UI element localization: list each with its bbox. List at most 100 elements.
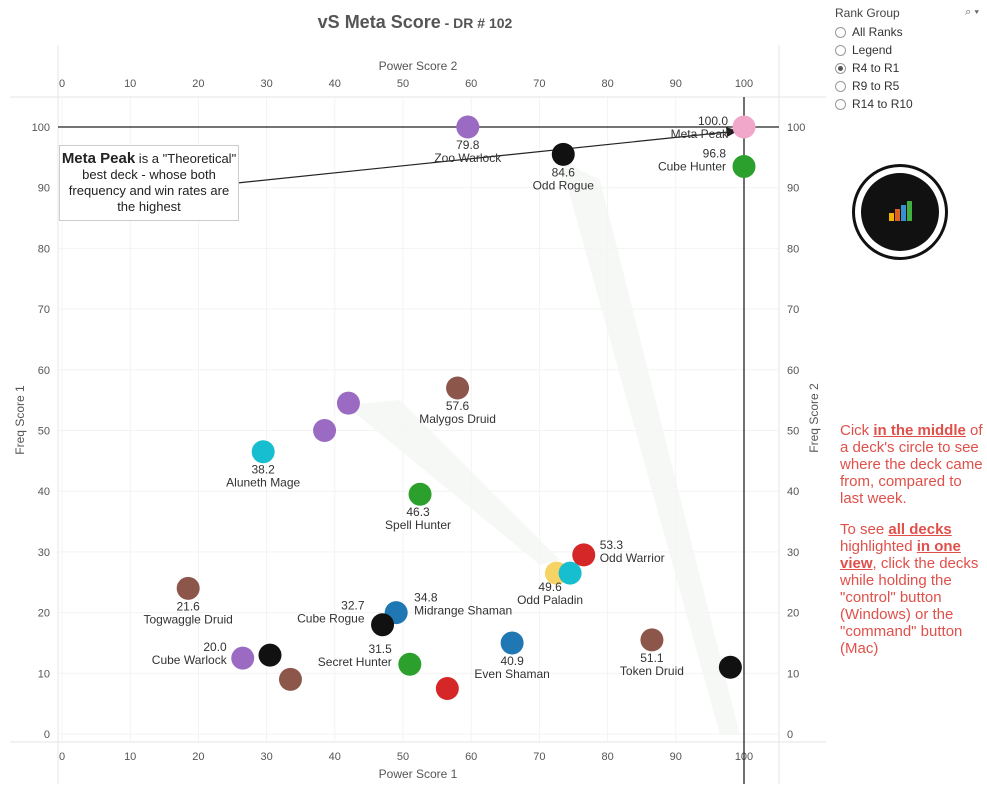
x2-axis-title: Power Score 2 [379,59,458,73]
deck-point-aluneth-mage[interactable] [251,440,275,464]
rank-option-label: R4 to R1 [852,61,900,75]
deck-name-label: Secret Hunter [318,655,392,669]
deck-point-unlabeled[interactable] [435,676,459,700]
y2-tick-label: 90 [787,183,799,195]
rank-group-options: All Ranks Legend R4 to R1 R9 to R5 R14 to R1… [835,23,985,113]
deck-name-label: Cube Rogue [297,612,365,626]
radio-button[interactable] [835,62,846,74]
rank-option-label: R9 to R5 [852,79,900,93]
radio-button[interactable] [835,80,846,92]
y2-tick-label: 60 [787,365,799,377]
x-tick-label: 90 [670,751,682,763]
deck-score-label: 49.6 [538,580,562,594]
scatter-chart[interactable]: 0010102020303040405050606070708080909010… [0,0,830,789]
deck-point-odd-rogue[interactable] [551,142,575,166]
radio-button[interactable] [835,44,846,56]
rank-group-title: Rank Group [835,6,900,20]
meta-peak-arrow [236,131,729,184]
rank-option-r14-to-r10[interactable]: R14 to R10 [835,95,985,113]
deck-point-cube-rogue[interactable] [371,613,395,637]
y2-axis-title: Freq Score 2 [807,383,821,453]
x-tick-label: 30 [260,751,272,763]
deck-point-even-shaman[interactable] [500,631,524,655]
logo-bar-3 [901,205,906,221]
meta-peak-note-text: is a "Theoretical" best deck - whose bot… [68,151,237,214]
deck-score-label: 38.2 [252,463,276,477]
x-tick-label: 0 [59,751,65,763]
deck-point-unlabeled[interactable] [336,391,360,415]
instructions-link-one-view: in one view [840,538,961,572]
deck-point-unlabeled[interactable] [718,655,742,679]
x2-tick-label: 60 [465,78,477,90]
deck-name-label: Even Shaman [474,667,549,681]
y2-tick-label: 0 [787,729,793,741]
deck-point-spell-hunter[interactable] [408,482,432,506]
x-tick-label: 60 [465,751,477,763]
deck-name-label: Odd Warrior [600,551,665,565]
rank-option-all-ranks[interactable]: All Ranks [835,23,985,41]
x2-tick-label: 80 [601,78,613,90]
deck-point-meta-peak[interactable] [732,115,756,139]
deck-name-label: Spell Hunter [385,518,451,532]
deck-point-secret-hunter[interactable] [398,652,422,676]
logo-bar-4 [907,201,912,221]
deck-score-label: 79.8 [456,138,480,152]
deck-point-cube-warlock[interactable] [231,646,255,670]
y-tick-label: 20 [38,608,50,620]
deck-point-odd-warrior[interactable] [572,543,596,567]
x-tick-label: 70 [533,751,545,763]
trail-shape [345,400,560,565]
instructions-p1: Cick in the middle of a deck's circle to… [840,422,983,507]
deck-point-unlabeled[interactable] [313,419,337,442]
search-icon[interactable]: ⌕ ▾ [965,6,979,18]
deck-name-label: Zoo Warlock [434,151,502,165]
y2-tick-label: 100 [787,122,805,134]
deck-name-label: Aluneth Mage [226,476,300,490]
x-tick-label: 20 [192,751,204,763]
y-tick-label: 40 [38,486,50,498]
logo-bar-1 [889,213,894,221]
deck-point-unlabeled[interactable] [258,643,282,667]
deck-point-cube-hunter[interactable] [732,154,756,178]
deck-name-label: Token Druid [620,664,684,678]
deck-point-token-druid[interactable] [640,628,664,652]
deck-point-malygos-druid[interactable] [446,376,470,400]
deck-score-label: 20.0 [203,640,227,654]
meta-peak-note: Meta Peak is a "Theoretical" best deck -… [59,145,239,221]
rank-option-r9-to-r5[interactable]: R9 to R5 [835,77,985,95]
y2-tick-label: 40 [787,486,799,498]
deck-score-label: 100.0 [698,114,728,128]
rank-option-r4-to-r1[interactable]: R4 to R1 [835,59,985,77]
x2-tick-label: 90 [670,78,682,90]
logo-badge [861,173,939,251]
instructions-link-middle: in the middle [873,422,966,439]
x2-tick-label: 70 [533,78,545,90]
y-axis-title: Freq Score 1 [13,385,27,455]
deck-score-label: 34.8 [414,591,438,605]
x2-tick-label: 40 [329,78,341,90]
y-tick-label: 80 [38,243,50,255]
x-tick-label: 80 [601,751,613,763]
y-tick-label: 70 [38,304,50,316]
x2-tick-label: 50 [397,78,409,90]
deck-score-label: 51.1 [640,651,664,665]
rank-group-filter: Rank Group ⌕ ▾ All Ranks Legend R4 to R1 R9… [835,6,985,113]
y-tick-label: 50 [38,426,50,438]
rank-option-label: Legend [852,43,893,57]
chart-title-main: vS Meta Score [317,12,441,32]
radio-button[interactable] [835,26,846,38]
x-tick-label: 40 [329,751,341,763]
x-tick-label: 10 [124,751,136,763]
deck-point-zoo-warlock[interactable] [456,115,480,139]
deck-point-unlabeled[interactable] [278,667,302,691]
deck-score-label: 32.7 [341,599,365,613]
x-tick-label: 50 [397,751,409,763]
chart-title: vS Meta Score - DR # 102 [0,12,830,33]
rank-option-legend[interactable]: Legend [835,41,985,59]
deck-point-odd-paladin[interactable] [558,561,582,585]
deck-point-togwaggle-druid[interactable] [176,576,200,600]
y-tick-label: 10 [38,668,50,680]
deck-name-label: Togwaggle Druid [143,612,232,626]
deck-name-label: Cube Warlock [152,653,228,667]
radio-button[interactable] [835,98,846,110]
